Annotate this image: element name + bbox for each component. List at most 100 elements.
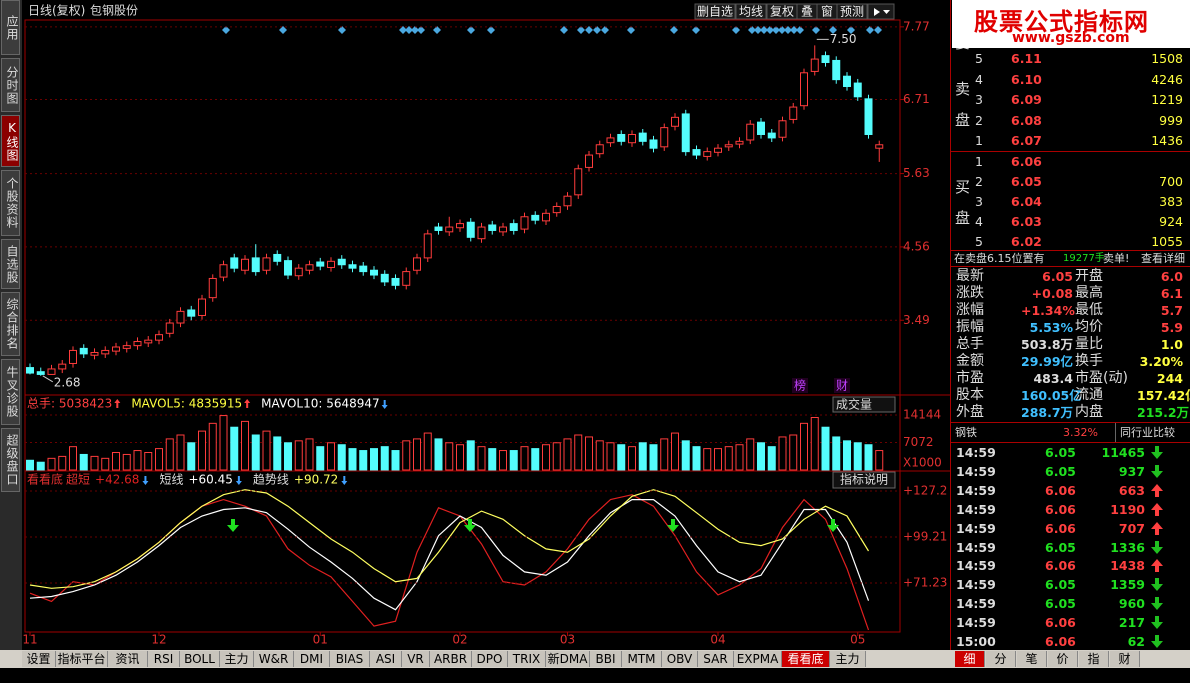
sidebar-tab[interactable]: 个股资料 <box>1 170 20 236</box>
sidebar-tab[interactable]: 超级盘口 <box>1 428 20 492</box>
signal-arrow <box>827 519 839 532</box>
sector-button-cell[interactable]: 同行业比较 <box>1115 423 1175 442</box>
bottom-tab[interactable]: 看看底 <box>782 651 830 667</box>
volume-bar <box>26 459 34 471</box>
bottom-tab[interactable]: DPO <box>472 651 508 667</box>
trend-arrow <box>142 476 149 485</box>
signal-diamond <box>467 26 475 34</box>
bottom-tab[interactable]: EXPMA <box>734 651 782 667</box>
tick-volume-cell: 707 <box>1118 520 1145 536</box>
tick-time-cell: 14:59 <box>956 596 996 612</box>
candle-body <box>423 233 432 259</box>
candle-body <box>466 221 475 238</box>
separator <box>951 151 1190 152</box>
app: { "sidebar_tabs":["应用","分时图","K线图","个股资料… <box>0 0 1190 668</box>
tick-arrow-shape <box>1151 446 1163 459</box>
legend-value: +42.68 <box>95 473 139 487</box>
volume-bar <box>499 450 507 471</box>
bottom-tab[interactable]: 设置 <box>22 651 56 667</box>
volume-bar <box>198 430 206 471</box>
tick-price-cell: 6.05 <box>1045 463 1076 479</box>
volume-bar <box>595 440 604 471</box>
detail-tab[interactable]: 细 <box>955 651 985 667</box>
candle-body <box>563 195 572 207</box>
toolbar-button[interactable]: 预测 <box>836 3 868 20</box>
volume-cell: 924 <box>1159 214 1183 229</box>
bottom-tab[interactable]: 新DMA <box>546 651 590 667</box>
volume-bar <box>509 450 518 471</box>
bottom-tab[interactable]: ASI <box>370 651 402 667</box>
bottom-tab[interactable]: VR <box>402 651 430 667</box>
bottom-tab[interactable]: 指标平台 <box>56 651 108 667</box>
bottom-tab[interactable]: RSI <box>148 651 180 667</box>
price-cell: 6.11 <box>1011 51 1042 66</box>
bottom-tab[interactable]: MTM <box>622 651 662 667</box>
toolbar-menu[interactable] <box>867 3 895 20</box>
candle-body <box>133 341 142 347</box>
sector-name-cell: 钢铁 <box>955 426 977 439</box>
signal-diamond <box>417 26 425 34</box>
detail-tab[interactable]: 价 <box>1048 651 1078 667</box>
bottom-tab[interactable]: ARBR <box>430 651 472 667</box>
sidebar-tab[interactable]: K线图 <box>1 115 20 167</box>
toolbar-button[interactable]: 窗 <box>816 3 838 20</box>
signal-diamond <box>577 26 585 34</box>
bottom-tab[interactable]: BBI <box>590 651 622 667</box>
candle-body <box>746 123 755 141</box>
indicator-button[interactable]: 指标说明 <box>832 471 896 489</box>
bottom-tab[interactable]: TRIX <box>508 651 546 667</box>
candle-body <box>552 205 561 214</box>
candle-body <box>520 216 529 230</box>
candle-body <box>595 144 604 155</box>
volume-bar <box>789 434 798 471</box>
watermark: 股票公式指标网 www.gszb.com <box>952 0 1190 48</box>
quote-value-cell: 5.9 <box>1160 320 1183 335</box>
volume-bar <box>853 442 862 471</box>
detail-tab[interactable]: 财 <box>1110 651 1140 667</box>
detail-tab[interactable]: 指 <box>1079 651 1109 667</box>
quote-label-cell: 总手 <box>956 336 984 352</box>
toolbar-button[interactable]: 删自选 <box>694 3 736 20</box>
volume-bar <box>703 448 712 471</box>
toolbar-button[interactable]: 复权 <box>766 3 798 20</box>
tick-row: 14:59 6.05 1336 <box>951 538 1190 557</box>
candle-body <box>155 334 163 341</box>
sidebar-tab[interactable]: 应用 <box>1 0 20 55</box>
bottom-tab[interactable]: DMI <box>294 651 330 667</box>
bottom-tab[interactable]: 主力追 <box>830 651 866 682</box>
x-tick-label: 12 <box>151 633 166 647</box>
signal-arrow <box>667 519 679 532</box>
buy-row: 5 6.02 1055 <box>951 232 1190 251</box>
toolbar-button[interactable]: 均线 <box>735 3 767 20</box>
detail-tab[interactable]: 笔 <box>1017 651 1047 667</box>
tick-time-cell: 14:59 <box>956 463 996 479</box>
volume-bar <box>864 444 873 471</box>
bottom-tab[interactable]: 资讯 <box>108 651 148 667</box>
buy-row: 2 6.05 700 <box>951 172 1190 191</box>
sidebar-tab[interactable]: 分时图 <box>1 58 20 112</box>
volume-bar <box>380 446 389 471</box>
tick-arrow <box>1151 597 1163 611</box>
signal-arrow <box>464 519 476 532</box>
bottom-tab[interactable]: W&R <box>254 651 294 667</box>
bottom-tab[interactable]: SAR <box>698 651 734 667</box>
detail-tab[interactable]: 分 <box>986 651 1016 667</box>
tick-arrow <box>1151 483 1163 497</box>
volume-bar <box>456 444 464 471</box>
alert-row: 在卖盘6.15位置有 19277手 卖单! 查看详细 <box>951 249 1190 268</box>
indicator-button[interactable]: 成交量 <box>832 396 896 413</box>
volume-cell: 383 <box>1159 194 1183 209</box>
legend-name: 趋势线 <box>253 473 289 487</box>
quote-label-cell: 市盈(动) <box>1075 370 1128 386</box>
volume-cell: 700 <box>1159 174 1183 189</box>
bottom-tab[interactable]: OBV <box>662 651 698 667</box>
bottom-tab[interactable]: 主力 <box>220 651 254 667</box>
sidebar-tab[interactable]: 牛叉诊股 <box>1 359 20 425</box>
tick-price-cell: 6.06 <box>1045 615 1076 631</box>
bottom-tab[interactable]: BIAS <box>330 651 370 667</box>
sidebar-tab[interactable]: 综合排名 <box>1 292 20 356</box>
sidebar-tab[interactable]: 自选股 <box>1 239 20 289</box>
bottom-tab[interactable]: BOLL <box>180 651 220 667</box>
toolbar-button[interactable]: 叠 <box>796 3 818 20</box>
quote-value-cell: 5.53% <box>1029 320 1073 335</box>
